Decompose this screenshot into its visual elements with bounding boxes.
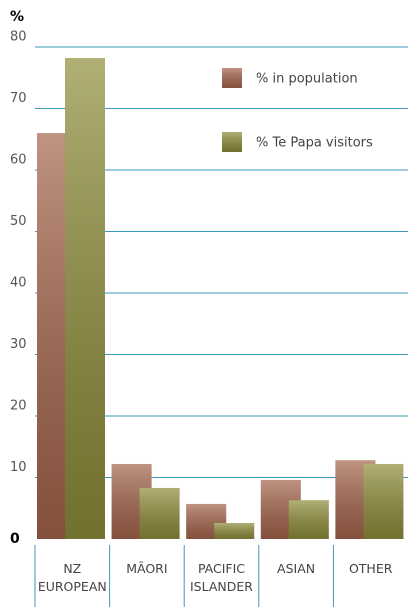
legend-swatch-shade: [222, 132, 242, 152]
y-tick-label: 30: [10, 337, 27, 352]
bar-shade: [288, 500, 329, 539]
x-tick-label: MĀORI: [126, 561, 168, 576]
y-tick-label: 0: [10, 531, 20, 547]
bar-shade: [139, 487, 180, 539]
bar-shade: [363, 463, 404, 539]
y-tick-label: 60: [10, 153, 27, 168]
legend-swatch-shade: [222, 68, 242, 88]
x-tick-label: NZ EUROPEAN: [37, 561, 107, 594]
x-tick-label: ASIAN: [277, 561, 316, 576]
x-tick-label: PACIFIC ISLANDER: [189, 561, 253, 594]
y-tick-label: 20: [10, 399, 27, 414]
x-tick-label: OTHER: [348, 561, 393, 576]
legend-label: % Te Papa visitors: [256, 136, 373, 151]
y-tick-label: 70: [10, 91, 27, 106]
bar-shade: [214, 523, 255, 539]
legend-label: % in population: [256, 72, 358, 87]
y-tick-label: 80: [10, 30, 27, 45]
y-tick-label: 50: [10, 214, 27, 229]
y-tick-label: 10: [10, 460, 27, 475]
y-tick-label: 40: [10, 276, 27, 291]
y-axis-label: %: [10, 9, 24, 25]
bar-shade: [65, 58, 105, 539]
